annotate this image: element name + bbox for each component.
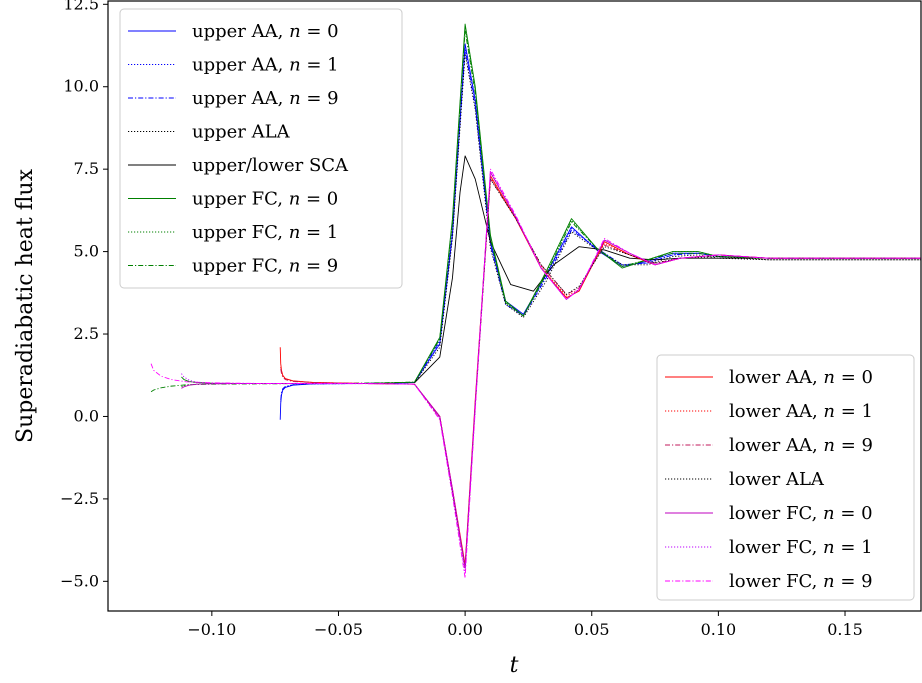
legend-box — [656, 354, 915, 601]
y-tick-label: −2.5 — [60, 489, 99, 508]
x-tick-label: 0.10 — [701, 620, 737, 639]
x-tick-label: −0.05 — [314, 620, 363, 639]
series-layer — [150, 23, 921, 579]
legend-label: lower AA, n = 0 — [729, 367, 873, 388]
series-line — [414, 53, 921, 384]
legend-label: upper FC, n = 1 — [192, 222, 338, 243]
legend-label: lower FC, n = 0 — [729, 503, 873, 524]
legend-label: upper AA, n = 0 — [192, 21, 339, 42]
legend-box — [119, 8, 403, 289]
x-tick-label: 0.00 — [447, 620, 483, 639]
series-line — [280, 46, 921, 402]
legend-label: lower AA, n = 9 — [729, 435, 873, 456]
y-tick-label: 10.0 — [63, 77, 99, 96]
x-tick-label: 0.15 — [827, 620, 863, 639]
legend-label: upper AA, n = 9 — [192, 88, 339, 109]
legend-upper: upper AA, n = 0 upper AA, n = 1 upper AA, … — [119, 8, 403, 289]
y-tick-label: 7.5 — [74, 159, 99, 178]
legend-label: upper/lower SCA — [192, 155, 349, 176]
legend-label: lower ALA — [729, 469, 825, 490]
legend-label: lower AA, n = 1 — [729, 401, 873, 422]
legend-label: upper FC, n = 0 — [192, 189, 338, 210]
series-line — [280, 176, 921, 567]
x-axis-label: t — [510, 653, 519, 678]
x-tick-label: 0.05 — [574, 620, 610, 639]
y-tick-label: 2.5 — [74, 324, 99, 343]
x-tick-label: −0.10 — [187, 620, 236, 639]
y-tick-label: 0.0 — [74, 406, 99, 425]
y-tick-label: 12.5 — [63, 0, 99, 13]
series-line — [150, 168, 921, 579]
series-line — [414, 155, 921, 384]
plot-frame — [107, 0, 922, 612]
legend-label: upper ALA — [192, 122, 291, 143]
legend-label: lower FC, n = 1 — [729, 537, 873, 558]
legend-label: upper FC, n = 9 — [192, 256, 338, 277]
axes-layer: −0.10 −0.05 0.00 0.05 0.10 0.15 −5.0 −2.5 0.0 2.5… — [60, 0, 863, 639]
y-axis-label: Superadiabatic heat flux — [13, 168, 38, 443]
y-tick-label: 5.0 — [74, 242, 99, 261]
legend-layer: upper AA, n = 0 upper AA, n = 1 upper AA, … — [119, 8, 915, 601]
legend-label: lower FC, n = 9 — [729, 571, 873, 592]
legend-label: upper AA, n = 1 — [192, 55, 339, 76]
y-tick-label: −5.0 — [60, 571, 99, 590]
legend-lower: lower AA, n = 0 lower AA, n = 1 lower AA, … — [656, 354, 915, 601]
